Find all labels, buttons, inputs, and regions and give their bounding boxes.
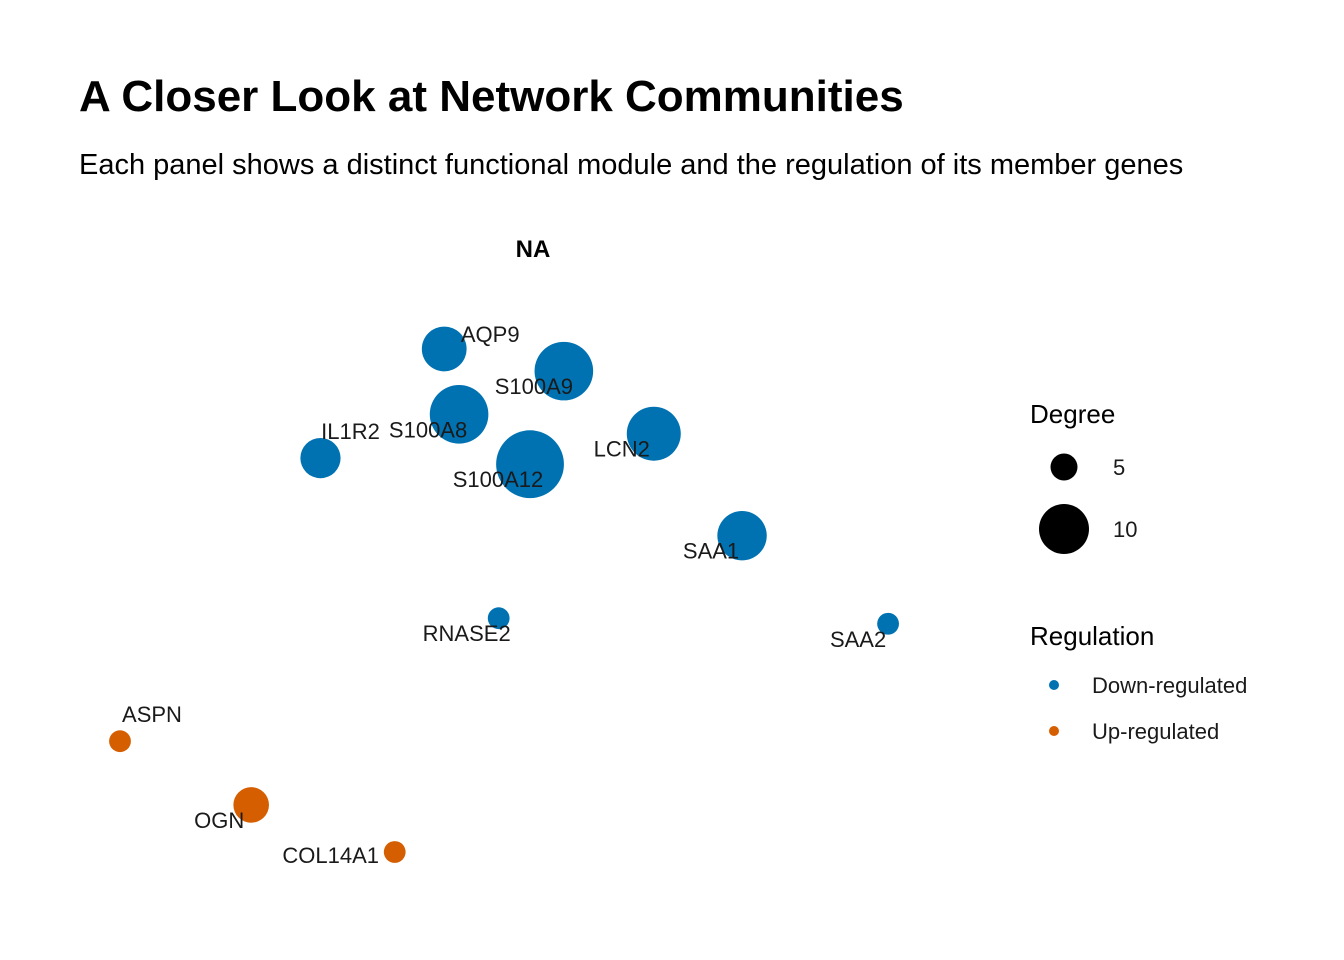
node-label-rnase2: RNASE2 <box>423 621 511 646</box>
panel-title: NA <box>516 236 551 263</box>
node-label-saa2: SAA2 <box>830 627 886 652</box>
node-saa1 <box>717 510 767 561</box>
regulation-legend-label-down: Down-regulated <box>1092 673 1247 698</box>
regulation-legend: Regulation Down-regulated Up-regulated <box>1030 621 1247 744</box>
chart-title: A Closer Look at Network Communities <box>79 72 904 121</box>
regulation-legend-key-down <box>1049 680 1059 690</box>
degree-legend-key-5 <box>1050 453 1078 481</box>
regulation-legend-label-up: Up-regulated <box>1092 719 1219 744</box>
node-aspn <box>109 730 131 753</box>
node-ogn <box>233 787 269 823</box>
degree-legend-label-5: 5 <box>1113 455 1125 480</box>
node-label-aqp9: AQP9 <box>461 322 520 347</box>
node-label-s100a9: S100A9 <box>495 374 573 399</box>
regulation-legend-key-up <box>1049 726 1059 736</box>
nodes-layer <box>109 326 899 863</box>
node-label-s100a8: S100A8 <box>389 417 467 442</box>
node-label-col14a1: COL14A1 <box>282 843 379 868</box>
node-s100a8 <box>429 385 489 444</box>
node-label-lcn2: LCN2 <box>594 437 650 462</box>
node-rnase2 <box>487 607 510 630</box>
regulation-legend-title: Regulation <box>1030 621 1154 651</box>
node-saa2 <box>877 612 899 635</box>
node-label-aspn: ASPN <box>122 702 182 727</box>
node-s100a9 <box>534 341 594 401</box>
chart-subtitle: Each panel shows a distinct functional m… <box>79 149 1184 181</box>
node-lcn2 <box>626 406 681 461</box>
node-col14a1 <box>383 841 406 863</box>
labels-layer: AQP9 S100A9 S100A8 IL1R2 S100A12 LCN2 SAA1 RNAS… <box>122 322 886 868</box>
node-label-ogn: OGN <box>194 808 244 833</box>
node-label-saa1: SAA1 <box>683 539 739 564</box>
node-label-s100a12: S100A12 <box>453 467 544 492</box>
node-s100a12 <box>496 430 564 499</box>
degree-legend-title: Degree <box>1030 399 1115 429</box>
node-aqp9 <box>421 326 467 372</box>
degree-legend-key-10 <box>1039 504 1089 554</box>
node-label-il1r2: IL1R2 <box>321 419 380 444</box>
degree-legend: Degree 5 10 <box>1030 399 1137 554</box>
degree-legend-label-10: 10 <box>1113 517 1137 542</box>
node-il1r2 <box>300 438 341 479</box>
